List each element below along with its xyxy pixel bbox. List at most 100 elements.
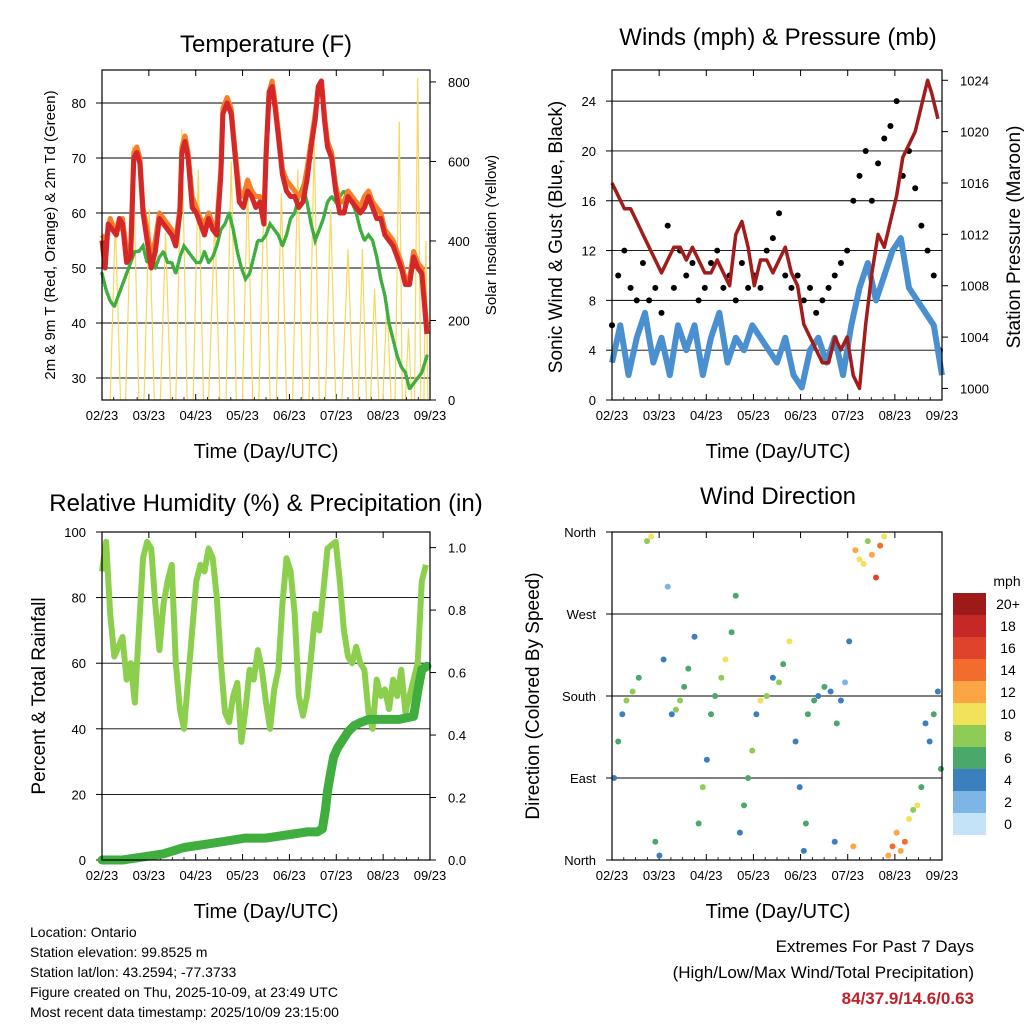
x-tick-label: 09/23 xyxy=(926,868,959,883)
y2-tick-label: 1000 xyxy=(960,381,989,396)
direction-point xyxy=(745,775,752,781)
direction-point xyxy=(868,551,875,558)
speed-colorbar: 20+ 18 16 14 12 10 8 6 4 2 0 xyxy=(953,593,1020,835)
x-tick-label: 04/23 xyxy=(690,408,723,423)
gust-point xyxy=(856,172,863,179)
gust-point xyxy=(708,260,714,267)
x-tick-label: 03/23 xyxy=(643,408,676,423)
winds-title: Winds (mph) & Pressure (mb) xyxy=(619,24,936,51)
temperature-title: Temperature (F) xyxy=(180,31,352,58)
gust-point xyxy=(868,197,875,204)
direction-point xyxy=(864,538,871,545)
y2-tick-label: 0 xyxy=(448,393,455,408)
winds-ylabel: Sonic Wind & Gust (Blue, Black) xyxy=(546,101,567,373)
direction-point xyxy=(860,560,867,567)
y2-tick-label: 800 xyxy=(448,75,470,90)
direction-point xyxy=(668,711,675,718)
direction-point xyxy=(802,820,809,827)
y2-tick-label: 1024 xyxy=(960,73,989,88)
x-tick-label: 06/23 xyxy=(273,408,306,423)
temperature-panel: Temperature (F) 304050607080020040060080… xyxy=(42,31,500,463)
gust-point xyxy=(794,272,801,279)
x-tick-label: 07/23 xyxy=(320,408,353,423)
wind-direction-frame xyxy=(611,531,943,861)
colorbar-title: mph xyxy=(993,573,1020,589)
direction-point xyxy=(644,538,651,545)
direction-point xyxy=(691,633,698,640)
x-tick-label: 02/23 xyxy=(86,408,119,423)
x-tick-label: 03/23 xyxy=(643,868,676,883)
direction-point xyxy=(703,756,710,763)
direction-point xyxy=(850,843,857,850)
direction-point xyxy=(889,843,896,850)
x-tick-label: 06/23 xyxy=(273,868,306,883)
direction-point xyxy=(881,533,888,540)
y-tick-label: 40 xyxy=(72,316,86,331)
wind-line xyxy=(609,235,945,391)
direction-point xyxy=(629,688,636,695)
wind-direction-xlabel: Time (Day/UTC) xyxy=(706,901,851,923)
colorbar-swatch xyxy=(953,747,986,769)
colorbar-swatch xyxy=(953,659,986,681)
direction-point xyxy=(885,852,892,859)
x-tick-label: 08/23 xyxy=(367,868,400,883)
x-tick-label: 08/23 xyxy=(367,408,400,423)
wind-direction-ylabel: Direction (Colored By Speed) xyxy=(523,572,544,819)
y-tick-label: 80 xyxy=(72,96,86,111)
y2-tick-label: 1020 xyxy=(960,125,989,140)
direction-point xyxy=(769,674,776,681)
direction-point xyxy=(918,784,925,791)
y-tick-label: 16 xyxy=(582,194,596,209)
y-tick-label: West xyxy=(567,607,597,622)
direction-point xyxy=(685,665,692,672)
direction-point xyxy=(699,784,706,791)
direction-point xyxy=(856,556,863,563)
colorbar-label: 12 xyxy=(1000,684,1016,700)
direction-point xyxy=(910,806,917,813)
colorbar-swatch xyxy=(953,703,986,725)
gust-point xyxy=(881,135,888,142)
temperature-xlabel: Time (Day/UTC) xyxy=(194,441,339,463)
y2-tick-label: 400 xyxy=(448,234,470,249)
gust-point xyxy=(875,160,882,167)
direction-point xyxy=(677,697,684,704)
gust-point xyxy=(800,297,807,304)
gust-point xyxy=(639,260,646,267)
x-tick-label: 04/23 xyxy=(179,868,212,883)
y2-tick-label: 1008 xyxy=(960,279,989,294)
winds-xlabel: Time (Day/UTC) xyxy=(706,441,851,463)
y-tick-label: 80 xyxy=(72,591,86,606)
direction-point xyxy=(906,816,912,822)
direction-point xyxy=(648,533,655,540)
direction-point xyxy=(897,847,904,854)
direction-point xyxy=(749,747,756,754)
x-tick-label: 06/23 xyxy=(784,408,817,423)
gust-point xyxy=(714,247,721,254)
station-location: Location: Ontario xyxy=(30,924,137,940)
humidity-xlabel: Time (Day/UTC) xyxy=(194,901,339,923)
direction-point xyxy=(708,711,714,718)
y2-tick-label: 0.2 xyxy=(448,791,466,806)
direction-point xyxy=(728,629,735,636)
x-tick-label: 07/23 xyxy=(831,408,864,423)
direction-point xyxy=(877,542,884,549)
humidity-precip-panel: Relative Humidity (%) & Precipitation (i… xyxy=(29,490,483,923)
direction-point xyxy=(792,738,799,745)
direction-point xyxy=(846,638,853,645)
humidity-ylabel: Percent & Total Rainfall xyxy=(29,597,50,794)
colorbar-swatch xyxy=(953,637,986,659)
colorbar-swatch xyxy=(953,791,986,813)
x-tick-label: 09/23 xyxy=(414,408,447,423)
direction-point xyxy=(712,693,719,699)
direction-point xyxy=(804,711,811,718)
direction-point xyxy=(922,720,929,727)
winds-frame xyxy=(611,69,943,401)
station-elevation: Station elevation: 99.8525 m xyxy=(30,944,208,960)
x-tick-label: 03/23 xyxy=(133,408,166,423)
humidity-frame xyxy=(101,531,431,861)
pressure-y2label: Station Pressure (Maroon) xyxy=(1004,126,1024,349)
y-tick-label: 20 xyxy=(582,144,596,159)
temperature-ylabel: 2m & 9m T (Red, Orange) & 2m Td (Green) xyxy=(42,90,59,379)
gust-point xyxy=(621,247,628,254)
